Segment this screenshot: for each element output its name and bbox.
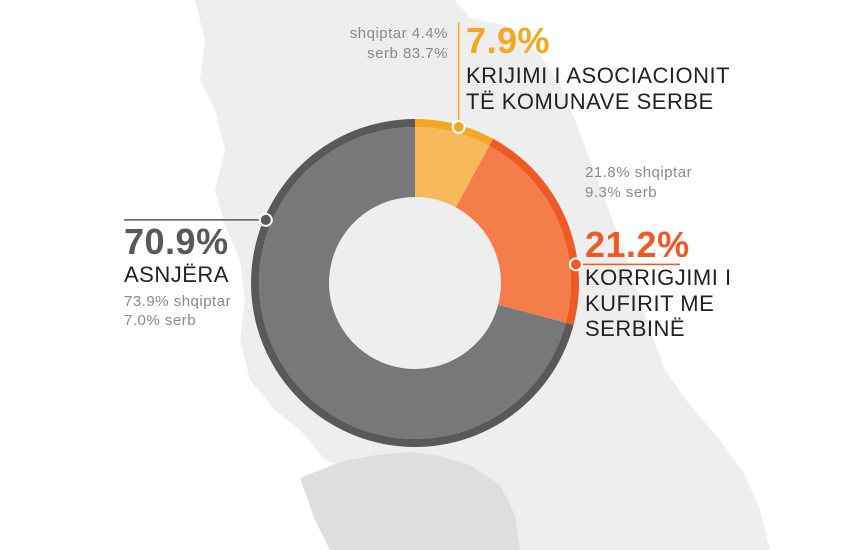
category-label: ASNJËRA — [124, 262, 229, 288]
slice-asociacioni-rim — [415, 119, 494, 146]
breakdown-line: 21.8% shqiptar — [585, 164, 693, 181]
percent-label: 70.9% — [124, 221, 229, 262]
breakdown-line: 73.9% shqiptar — [124, 292, 232, 310]
percent-label: 7.9% — [466, 20, 551, 61]
marker-dot-asociacioni — [451, 119, 466, 134]
breakdown-line: shqiptar 4.4% — [349, 25, 448, 42]
marker-dot-kufiri — [568, 257, 583, 272]
category-label: KUFIRIT ME — [585, 290, 715, 316]
slice-kufiri — [455, 145, 571, 323]
slice-breakdown-asociacioni: shqiptar 4.4% serb 83.7% — [300, 24, 448, 63]
category-label: KRIJIMI I ASOCIACIONIT — [466, 63, 731, 89]
map-region-south — [300, 452, 520, 550]
donut-slices — [251, 119, 580, 447]
breakdown-line: 9.3% serb — [585, 183, 658, 201]
percent-label: 21.2% — [585, 224, 690, 265]
category-label: SERBINË — [585, 315, 686, 341]
label-markers — [124, 22, 680, 272]
category-label: KORRIGJIMI I — [585, 265, 732, 291]
slice-label-asnjera: 70.9% ASNJËRA 73.9% shqiptar 7.0% serb — [124, 221, 231, 331]
slice-breakdown-kufiri: 21.8% shqiptar 9.3% serb — [585, 163, 692, 202]
breakdown-line: serb 83.7% — [367, 44, 448, 62]
marker-dot-asnjera — [258, 212, 273, 227]
category-label: TË KOMUNAVE SERBE — [466, 88, 714, 114]
slice-asociacioni — [415, 127, 490, 208]
slice-label-asociacioni: 7.9% KRIJIMI I ASOCIACIONIT TË KOMUNAVE … — [466, 20, 730, 114]
slice-label-kufiri: 21.2% KORRIGJIMI I KUFIRIT ME SERBINË — [585, 224, 732, 341]
slice-kufiri-rim — [489, 138, 580, 325]
slice-asnjera — [259, 127, 566, 439]
breakdown-line: 7.0% serb — [124, 312, 197, 330]
